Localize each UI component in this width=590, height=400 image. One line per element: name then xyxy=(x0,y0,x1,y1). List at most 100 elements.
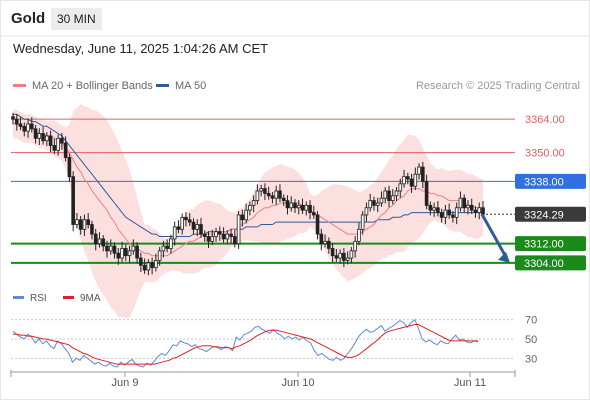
timeframe-badge[interactable]: 30 MIN xyxy=(51,8,102,30)
candle-body xyxy=(108,245,113,252)
rsi-tick-70: 70 xyxy=(525,315,537,327)
rsi-series-RSI xyxy=(12,318,479,368)
candle-body xyxy=(270,195,275,199)
candle-body xyxy=(202,233,207,237)
header: Gold 30 MIN xyxy=(0,0,590,36)
candle-body xyxy=(176,226,181,230)
candle-body xyxy=(394,190,399,197)
candle-body xyxy=(327,240,331,249)
candle-body xyxy=(82,219,87,230)
level-tag-3338.00: 3338.00 xyxy=(515,173,586,189)
candle-body xyxy=(387,190,391,201)
legend-ma20: MA 20 + Bollinger Bands xyxy=(13,80,153,92)
candle-body xyxy=(251,200,256,206)
research-credit: Research © 2025 Trading Central xyxy=(415,80,580,92)
candle-body xyxy=(357,228,361,242)
candle-body xyxy=(405,176,410,180)
candle-body xyxy=(443,209,448,218)
level-label-3324.29: 3324.29 xyxy=(524,209,564,221)
instrument-title: Gold xyxy=(11,10,46,27)
candle-body xyxy=(199,224,203,235)
legend-rsi-label: RSI xyxy=(30,293,47,304)
candle-body xyxy=(93,233,98,245)
candle-body xyxy=(41,133,45,142)
candle-body xyxy=(86,219,91,225)
legend-9ma-label: 9MA xyxy=(80,293,101,304)
candle-body xyxy=(161,245,166,252)
candle-body xyxy=(248,204,252,211)
candle-body xyxy=(154,260,158,269)
level-label-3350.00: 3350.00 xyxy=(525,148,565,160)
ma20-swatch xyxy=(13,83,26,87)
candle-body xyxy=(236,214,241,245)
candle-body xyxy=(206,236,211,242)
candle-body xyxy=(368,200,372,209)
candle-body xyxy=(56,137,60,151)
candle-body xyxy=(473,209,478,213)
candle-body xyxy=(296,204,301,209)
9ma-swatch xyxy=(63,295,74,299)
candle-body xyxy=(90,224,94,235)
candle-body xyxy=(78,219,83,230)
candle-body xyxy=(293,202,297,209)
candle-body xyxy=(146,262,151,271)
candle-body xyxy=(97,238,102,245)
projection-arrow-head xyxy=(498,251,510,263)
candle-body xyxy=(139,257,143,266)
candle-body xyxy=(353,240,357,252)
candle-body xyxy=(229,233,233,237)
legend-ma50: MA 50 xyxy=(156,80,206,92)
candle-body xyxy=(214,231,218,237)
candle-body xyxy=(466,204,470,209)
candle-body xyxy=(285,200,290,209)
candle-body xyxy=(454,207,459,218)
candle-body xyxy=(18,123,23,127)
candle-body xyxy=(308,204,312,213)
rsi-tick-30: 30 xyxy=(525,353,537,365)
candle-body xyxy=(342,252,346,261)
candle-body xyxy=(469,204,474,211)
candle-body xyxy=(424,181,429,206)
candle-body xyxy=(323,240,327,245)
candle-body xyxy=(281,197,286,201)
candle-body xyxy=(221,233,226,240)
x-tick-label: Jun 11 xyxy=(454,377,486,389)
candle-body xyxy=(375,202,380,206)
candle-body xyxy=(379,197,384,204)
candle-body xyxy=(26,123,30,132)
last-price-tag-bg xyxy=(515,206,586,222)
candle-body xyxy=(462,197,466,209)
candle-body xyxy=(477,207,482,213)
candle-body xyxy=(48,135,53,146)
candle-body xyxy=(417,166,421,175)
candle-body xyxy=(349,250,354,259)
level-label-3312.00: 3312.00 xyxy=(524,239,564,251)
candle-body xyxy=(413,173,418,187)
candle-body xyxy=(157,250,162,261)
candle-body xyxy=(210,236,215,242)
level-label-3364.00: 3364.00 xyxy=(525,114,565,126)
candle-body xyxy=(180,216,185,230)
candle-body xyxy=(225,233,230,240)
candle-body xyxy=(11,116,15,120)
candle-body xyxy=(345,257,350,261)
ma50-swatch xyxy=(156,83,169,87)
timestamp: Wednesday, June 11, 2025 1:04:26 AM CET xyxy=(13,41,269,56)
candle-body xyxy=(383,190,388,199)
level-tag-bg xyxy=(515,255,586,271)
candle-body xyxy=(263,188,267,194)
candle-body xyxy=(217,231,222,235)
candle-body xyxy=(169,238,173,249)
rsi-tick-50: 50 xyxy=(525,334,537,346)
candle-body xyxy=(116,252,121,259)
level-label-3304.00: 3304.00 xyxy=(524,258,564,270)
candle-body xyxy=(63,142,68,158)
rsi-swatch xyxy=(13,295,24,299)
bollinger-band xyxy=(13,103,483,319)
candles xyxy=(11,112,485,276)
rsi-series-9MA xyxy=(13,324,478,365)
candle-body xyxy=(447,209,451,216)
ma50-line xyxy=(13,113,483,237)
candle-body xyxy=(165,245,169,249)
